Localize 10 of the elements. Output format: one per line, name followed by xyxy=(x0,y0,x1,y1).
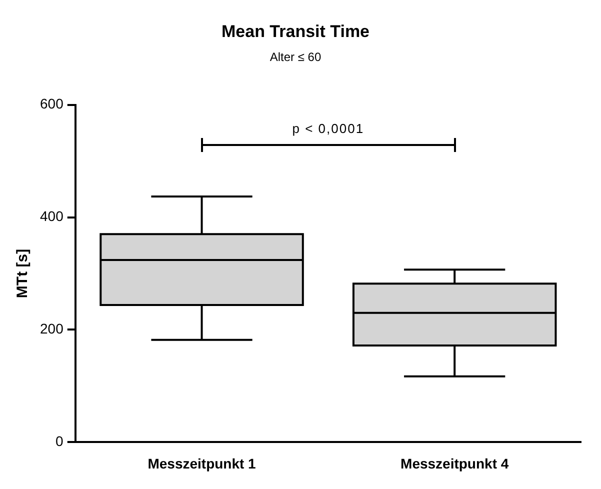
y-tick-label: 400 xyxy=(40,208,64,224)
x-tick-label: Messzeitpunkt 1 xyxy=(148,455,256,472)
y-tick-label: 200 xyxy=(40,320,64,337)
y-tick-label: 0 xyxy=(56,433,64,450)
y-axis-title: MTt [s] xyxy=(14,248,32,298)
annotation: p < 0,0001 xyxy=(291,121,366,136)
y-tick-label: 600 xyxy=(40,96,64,112)
chart-title: Mean Transit Time xyxy=(221,22,370,41)
chart-subtitle: Alter ≤ 60 xyxy=(270,50,322,64)
x-tick-label: Messzeitpunkt 4 xyxy=(400,455,509,472)
